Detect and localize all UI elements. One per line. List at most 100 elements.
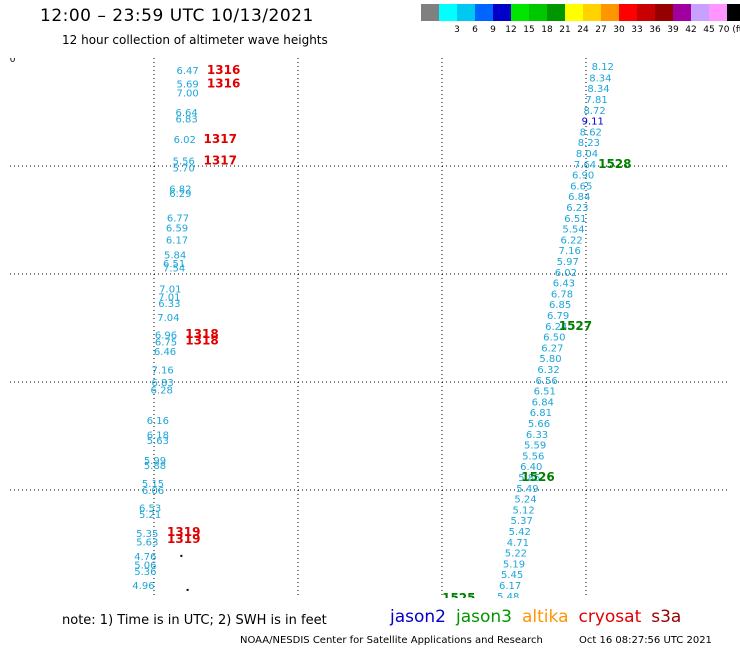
swh-value: 6.59 <box>166 224 188 235</box>
swh-value: 6.32 <box>537 365 559 376</box>
legend-label: 9 <box>490 25 496 35</box>
map-title: 12:00 – 23:59 UTC 10/13/2021 <box>40 6 314 26</box>
swh-value: 5.84 <box>164 251 186 262</box>
swh-value: 5.59 <box>524 441 546 452</box>
swh-value: 8.34 <box>589 73 611 84</box>
legend-label: 39 <box>667 25 679 35</box>
swh-value: 6.83 <box>152 378 174 389</box>
legend-label: 6 <box>472 25 478 35</box>
wave-height-map: -180-177-174-171-168-1602468106.475.697.… <box>10 58 730 598</box>
legend-label: 70 (ft) <box>718 25 740 35</box>
swh-value: 7.64 <box>574 160 596 171</box>
legend-label: 36 <box>649 25 661 35</box>
swh-value: 6.85 <box>549 300 571 311</box>
swh-value: 8.23 <box>578 138 600 149</box>
swh-value: 5.35 <box>136 529 158 540</box>
legend-label: 18 <box>541 25 553 35</box>
legend-label: 12 <box>505 25 517 35</box>
swh-value: 6.79 <box>547 311 569 322</box>
swh-value: 5.63 <box>136 537 158 548</box>
time-label: 1527 <box>559 319 592 333</box>
swh-value: 6.02 <box>555 268 577 279</box>
swh-value: 6.78 <box>551 289 573 300</box>
swh-value: 6.82 <box>169 185 191 196</box>
swh-value: 6.16 <box>147 416 169 427</box>
legend-swatch <box>457 4 475 21</box>
swh-value: 6.90 <box>572 171 594 182</box>
swh-value: 6.43 <box>553 279 575 290</box>
swh-value: 6.84 <box>532 397 554 408</box>
legend-label: 24 <box>577 25 589 35</box>
swh-value: 6.75 <box>155 338 177 349</box>
legend-swatch <box>709 4 727 21</box>
satellite-jason3: jason3 <box>456 607 512 627</box>
y-tick-label: 10 <box>10 58 16 65</box>
swh-value: 6.53 <box>139 503 161 514</box>
swh-value: 5.88 <box>144 461 166 472</box>
legend-swatch <box>493 4 511 21</box>
satellite-jason2: jason2 <box>390 607 446 627</box>
time-label: 1317 <box>204 132 237 146</box>
swh-value: 6.81 <box>530 408 552 419</box>
swh-value: 6.17 <box>499 581 521 592</box>
legend-swatch <box>691 4 709 21</box>
legend-swatch <box>673 4 691 21</box>
time-label: 1316 <box>207 63 240 77</box>
legend-swatch <box>439 4 457 21</box>
legend-label: 33 <box>631 25 643 35</box>
footnote: note: 1) Time is in UTC; 2) SWH is in fe… <box>62 613 327 628</box>
legend-swatch <box>637 4 655 21</box>
time-label: 1319 <box>167 525 200 539</box>
legend-swatch <box>421 4 439 21</box>
swh-value: 6.24 <box>545 322 567 333</box>
swh-value: 7.54 <box>163 264 185 275</box>
swh-value: 5.69 <box>176 79 198 90</box>
swh-value: 5.06 <box>134 561 156 572</box>
credit-text: NOAA/NESDIS Center for Satellite Applica… <box>240 635 543 646</box>
swh-value: 7.16 <box>152 366 174 377</box>
swh-value: 6.23 <box>566 203 588 214</box>
map-subtitle: 12 hour collection of altimeter wave hei… <box>62 33 328 47</box>
swh-value: 6.83 <box>176 114 198 125</box>
swh-value: 5.54 <box>562 225 584 236</box>
swh-value: 8.34 <box>587 84 609 95</box>
track-dot <box>180 554 183 557</box>
swh-value: 6.17 <box>166 235 188 246</box>
time-label: 1317 <box>204 154 237 168</box>
swh-value: 6.06 <box>142 486 164 497</box>
legend-label: 3 <box>454 25 460 35</box>
swh-value: 6.51 <box>163 259 185 270</box>
legend-label: 45 <box>703 25 715 35</box>
swh-value: 5.70 <box>173 164 195 175</box>
swh-value: 7.81 <box>585 95 607 106</box>
legend-swatch <box>475 4 493 21</box>
legend-swatch <box>655 4 673 21</box>
swh-value: 7.00 <box>176 89 198 100</box>
legend-swatch <box>529 4 547 21</box>
swh-value: 6.28 <box>151 386 173 397</box>
swh-value: 5.21 <box>139 510 161 521</box>
swh-value: 6.50 <box>543 333 565 344</box>
swh-value: 7.16 <box>559 246 581 257</box>
swh-value: 5.19 <box>503 559 525 570</box>
swh-value: 8.62 <box>580 127 602 138</box>
swh-value: 6.84 <box>568 192 590 203</box>
time-label: 1318 <box>185 333 218 347</box>
time-label: 1316 <box>207 76 240 90</box>
swh-value: 6.33 <box>158 299 180 310</box>
swh-value: 6.77 <box>167 213 189 224</box>
swh-value: 6.56 <box>536 376 558 387</box>
swh-value: 8.72 <box>584 106 606 117</box>
time-label: 1318 <box>185 327 218 341</box>
swh-value: 6.51 <box>534 387 556 398</box>
satellite-cryosat: cryosat <box>578 607 642 627</box>
swh-value: 5.66 <box>528 419 550 430</box>
time-label: 1528 <box>598 157 631 171</box>
legend-swatch <box>601 4 619 21</box>
legend-label: 27 <box>595 25 607 35</box>
swh-value: 5.15 <box>142 479 164 490</box>
swh-value: 5.12 <box>512 505 534 516</box>
generated-timestamp: Oct 16 08:27:56 UTC 2021 <box>579 635 712 646</box>
swh-value: 5.42 <box>509 527 531 538</box>
swh-value: 6.51 <box>564 214 586 225</box>
